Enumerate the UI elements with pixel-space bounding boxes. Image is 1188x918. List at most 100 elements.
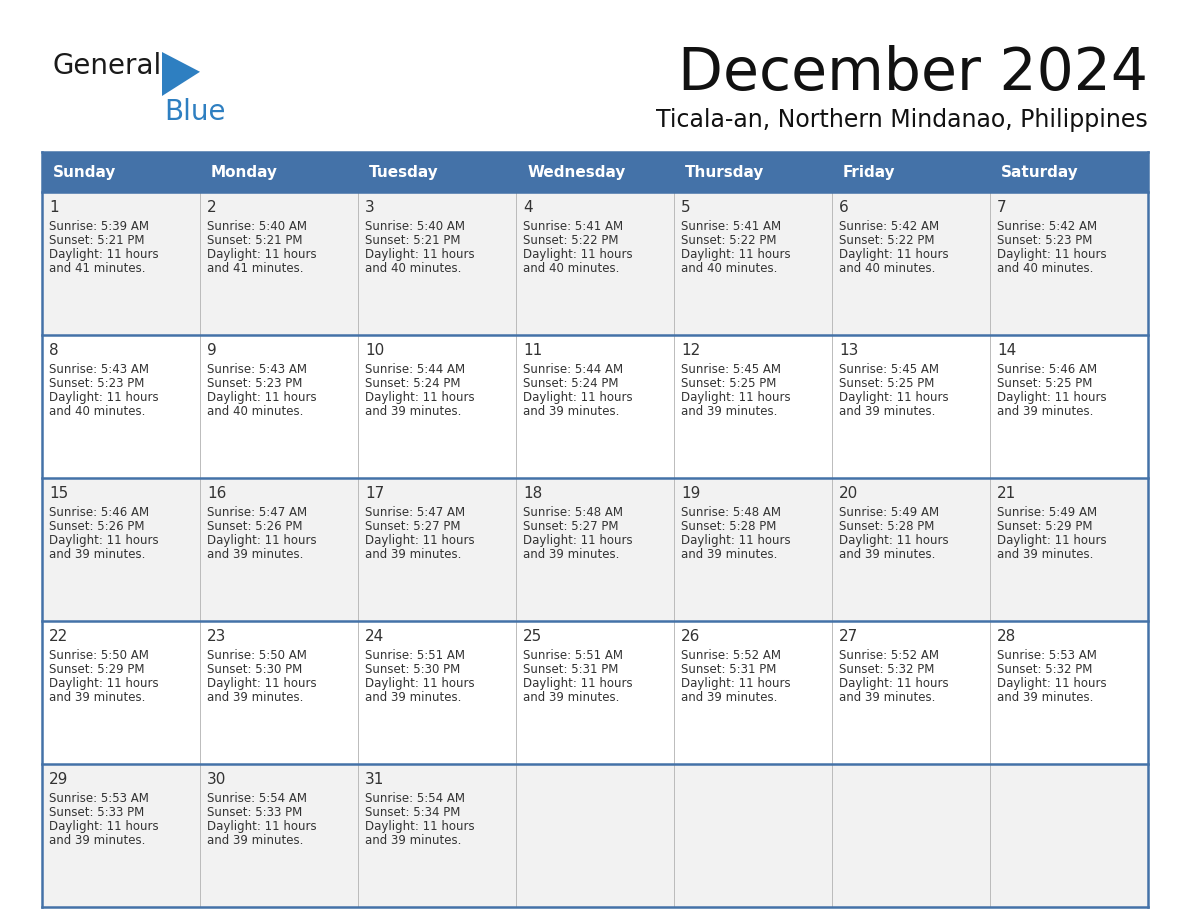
Text: 11: 11 [523,343,542,358]
Text: Sunset: 5:29 PM: Sunset: 5:29 PM [997,520,1093,533]
Text: Sunrise: 5:40 AM: Sunrise: 5:40 AM [365,220,465,233]
Text: 22: 22 [49,629,68,644]
Text: Sunset: 5:31 PM: Sunset: 5:31 PM [681,663,777,676]
Text: General: General [52,52,162,80]
Text: Daylight: 11 hours: Daylight: 11 hours [997,391,1107,404]
Text: 29: 29 [49,772,69,787]
Text: Sunset: 5:33 PM: Sunset: 5:33 PM [207,806,302,819]
Text: 23: 23 [207,629,227,644]
Text: Sunset: 5:32 PM: Sunset: 5:32 PM [839,663,935,676]
Text: Sunrise: 5:45 AM: Sunrise: 5:45 AM [681,363,781,376]
Text: 3: 3 [365,200,374,215]
Text: Daylight: 11 hours: Daylight: 11 hours [839,248,949,261]
Text: 15: 15 [49,486,68,501]
Text: and 39 minutes.: and 39 minutes. [207,834,303,847]
Text: Sunrise: 5:45 AM: Sunrise: 5:45 AM [839,363,939,376]
Text: Sunset: 5:25 PM: Sunset: 5:25 PM [839,377,935,390]
Text: Sunrise: 5:51 AM: Sunrise: 5:51 AM [365,649,465,662]
Text: Sunset: 5:31 PM: Sunset: 5:31 PM [523,663,619,676]
Text: Daylight: 11 hours: Daylight: 11 hours [523,534,633,547]
Text: 31: 31 [365,772,385,787]
Text: and 39 minutes.: and 39 minutes. [839,405,935,418]
Bar [990,152,1148,192]
Text: Sunrise: 5:47 AM: Sunrise: 5:47 AM [365,506,466,519]
Text: Daylight: 11 hours: Daylight: 11 hours [997,534,1107,547]
Text: Daylight: 11 hours: Daylight: 11 hours [49,248,159,261]
Text: 12: 12 [681,343,700,358]
Bar [42,478,1148,621]
Bar [200,152,358,192]
Text: Sunset: 5:29 PM: Sunset: 5:29 PM [49,663,145,676]
Bar [42,152,200,192]
Text: and 40 minutes.: and 40 minutes. [207,405,303,418]
Text: Sunrise: 5:44 AM: Sunrise: 5:44 AM [523,363,624,376]
Text: Daylight: 11 hours: Daylight: 11 hours [207,820,317,833]
Text: Daylight: 11 hours: Daylight: 11 hours [365,677,475,690]
Text: 8: 8 [49,343,58,358]
Text: Sunset: 5:28 PM: Sunset: 5:28 PM [839,520,935,533]
Text: Daylight: 11 hours: Daylight: 11 hours [365,248,475,261]
Text: 10: 10 [365,343,384,358]
Text: Sunrise: 5:51 AM: Sunrise: 5:51 AM [523,649,623,662]
Bar [832,152,990,192]
Text: Sunset: 5:27 PM: Sunset: 5:27 PM [365,520,461,533]
Text: and 40 minutes.: and 40 minutes. [523,262,619,275]
Text: and 39 minutes.: and 39 minutes. [523,405,619,418]
Text: and 39 minutes.: and 39 minutes. [681,548,777,561]
Text: 16: 16 [207,486,227,501]
Polygon shape [162,52,200,96]
Text: Sunset: 5:27 PM: Sunset: 5:27 PM [523,520,619,533]
Text: and 41 minutes.: and 41 minutes. [49,262,145,275]
Text: Sunset: 5:24 PM: Sunset: 5:24 PM [365,377,461,390]
Text: 9: 9 [207,343,216,358]
Text: Sunset: 5:23 PM: Sunset: 5:23 PM [997,234,1093,247]
Text: Daylight: 11 hours: Daylight: 11 hours [207,534,317,547]
Text: and 39 minutes.: and 39 minutes. [207,691,303,704]
Text: Sunrise: 5:41 AM: Sunrise: 5:41 AM [523,220,624,233]
Text: Thursday: Thursday [685,164,764,180]
Text: 24: 24 [365,629,384,644]
Bar [42,192,1148,335]
Text: Daylight: 11 hours: Daylight: 11 hours [49,391,159,404]
Text: Sunrise: 5:52 AM: Sunrise: 5:52 AM [839,649,939,662]
Text: Sunset: 5:32 PM: Sunset: 5:32 PM [997,663,1093,676]
Bar [42,764,1148,907]
Text: 18: 18 [523,486,542,501]
Text: and 39 minutes.: and 39 minutes. [839,548,935,561]
Text: and 39 minutes.: and 39 minutes. [681,405,777,418]
Text: Daylight: 11 hours: Daylight: 11 hours [681,391,791,404]
Text: Daylight: 11 hours: Daylight: 11 hours [523,391,633,404]
Text: and 39 minutes.: and 39 minutes. [49,691,145,704]
Text: 6: 6 [839,200,848,215]
Text: and 39 minutes.: and 39 minutes. [365,405,461,418]
Text: Sunrise: 5:42 AM: Sunrise: 5:42 AM [839,220,940,233]
Text: Sunrise: 5:40 AM: Sunrise: 5:40 AM [207,220,307,233]
Text: Sunrise: 5:48 AM: Sunrise: 5:48 AM [523,506,623,519]
Text: Sunrise: 5:50 AM: Sunrise: 5:50 AM [207,649,307,662]
Text: Daylight: 11 hours: Daylight: 11 hours [523,248,633,261]
Text: 7: 7 [997,200,1006,215]
Text: Sunrise: 5:39 AM: Sunrise: 5:39 AM [49,220,148,233]
Text: Sunset: 5:30 PM: Sunset: 5:30 PM [365,663,460,676]
Text: 13: 13 [839,343,859,358]
Text: Sunrise: 5:54 AM: Sunrise: 5:54 AM [365,792,465,805]
Text: Daylight: 11 hours: Daylight: 11 hours [365,534,475,547]
Text: Sunset: 5:21 PM: Sunset: 5:21 PM [207,234,303,247]
Bar [42,621,1148,764]
Text: and 40 minutes.: and 40 minutes. [839,262,935,275]
Text: Daylight: 11 hours: Daylight: 11 hours [681,248,791,261]
Text: 20: 20 [839,486,858,501]
Text: Sunset: 5:21 PM: Sunset: 5:21 PM [365,234,461,247]
Text: and 39 minutes.: and 39 minutes. [523,691,619,704]
Text: Daylight: 11 hours: Daylight: 11 hours [365,820,475,833]
Bar [42,335,1148,478]
Text: and 39 minutes.: and 39 minutes. [49,834,145,847]
Text: and 40 minutes.: and 40 minutes. [49,405,145,418]
Bar [674,152,832,192]
Text: and 41 minutes.: and 41 minutes. [207,262,303,275]
Text: Daylight: 11 hours: Daylight: 11 hours [997,248,1107,261]
Text: Sunrise: 5:53 AM: Sunrise: 5:53 AM [997,649,1097,662]
Text: Daylight: 11 hours: Daylight: 11 hours [523,677,633,690]
Text: and 39 minutes.: and 39 minutes. [365,548,461,561]
Text: Sunrise: 5:54 AM: Sunrise: 5:54 AM [207,792,307,805]
